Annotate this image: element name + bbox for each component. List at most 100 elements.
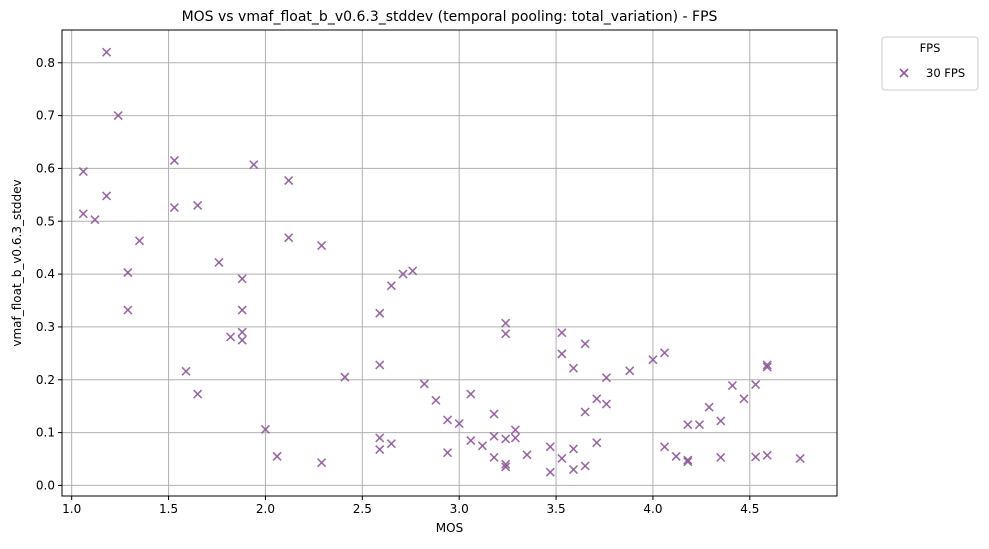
data-point xyxy=(557,453,567,464)
data-point xyxy=(272,451,282,461)
data-point xyxy=(237,305,247,315)
data-point xyxy=(249,160,259,170)
data-point xyxy=(398,269,408,279)
grid-lines xyxy=(62,30,837,496)
data-point xyxy=(237,327,247,337)
data-point xyxy=(193,389,203,399)
data-point xyxy=(795,453,805,464)
data-point xyxy=(580,461,590,471)
data-point xyxy=(90,215,100,225)
y-tick-label: 0.6 xyxy=(36,161,55,175)
y-tick-label: 0.2 xyxy=(36,373,55,387)
data-point xyxy=(78,209,88,219)
data-point xyxy=(751,379,761,390)
data-point xyxy=(545,467,555,477)
x-tick-label: 3.5 xyxy=(547,502,566,516)
data-point xyxy=(169,202,179,213)
legend-series-label: 30 FPS xyxy=(926,66,965,80)
data-point xyxy=(237,274,247,284)
x-axis-ticks: 1.0 1.5 2.0 2.5 3.0 3.5 4.0 4.5 xyxy=(62,496,759,516)
x-tick-label: 1.0 xyxy=(62,502,81,516)
data-point xyxy=(260,424,271,434)
data-point xyxy=(659,442,670,452)
data-point xyxy=(751,452,761,462)
data-point xyxy=(113,111,123,121)
data-point xyxy=(659,348,670,358)
data-point xyxy=(454,419,464,429)
legend-box xyxy=(881,36,979,91)
data-point xyxy=(375,308,385,318)
data-point xyxy=(683,455,693,465)
data-point xyxy=(501,459,511,469)
data-point xyxy=(501,462,511,472)
x-tick-label: 4.5 xyxy=(740,502,759,516)
x-tick-label: 1.5 xyxy=(159,502,178,516)
data-point xyxy=(466,389,476,399)
data-point xyxy=(489,409,499,419)
data-point xyxy=(375,433,385,443)
data-point xyxy=(237,335,247,345)
data-point xyxy=(431,395,441,405)
data-point xyxy=(78,167,88,177)
data-point xyxy=(169,155,179,166)
y-tick-label: 0.7 xyxy=(36,109,55,123)
data-points xyxy=(78,47,805,477)
x-tick-label: 2.0 xyxy=(256,502,275,516)
plot-frame xyxy=(61,29,838,497)
data-point xyxy=(408,266,418,276)
data-point xyxy=(501,329,511,339)
data-point xyxy=(716,452,726,462)
data-point xyxy=(557,328,567,338)
data-point xyxy=(601,399,612,409)
y-tick-label: 0.0 xyxy=(36,478,55,492)
data-point xyxy=(386,439,396,449)
data-point xyxy=(123,305,133,315)
x-axis-label: MOS xyxy=(436,521,463,535)
data-point xyxy=(704,402,714,412)
data-point xyxy=(694,420,705,430)
data-point xyxy=(477,441,488,451)
data-point xyxy=(762,362,772,372)
data-point xyxy=(181,366,191,376)
data-point xyxy=(580,407,590,417)
data-point xyxy=(683,420,693,430)
data-point xyxy=(592,394,602,404)
data-point xyxy=(225,332,236,342)
data-point xyxy=(522,450,532,460)
data-point xyxy=(648,355,658,365)
data-point xyxy=(134,236,145,246)
data-point xyxy=(419,379,429,389)
y-tick-label: 0.8 xyxy=(36,56,55,70)
data-point xyxy=(501,318,511,328)
data-point xyxy=(716,416,726,426)
y-tick-label: 0.5 xyxy=(36,214,55,228)
data-point xyxy=(489,431,499,441)
y-tick-label: 0.1 xyxy=(36,426,55,440)
x-tick-label: 2.5 xyxy=(353,502,372,516)
data-point xyxy=(739,394,749,404)
data-point xyxy=(568,363,579,373)
x-tick-label: 4.0 xyxy=(643,502,662,516)
data-point xyxy=(284,233,294,243)
data-point xyxy=(442,448,453,458)
y-tick-label: 0.3 xyxy=(36,320,55,334)
data-point xyxy=(510,433,520,443)
data-point xyxy=(340,372,350,382)
data-point xyxy=(101,191,112,201)
data-point xyxy=(683,457,693,467)
data-point xyxy=(375,444,385,455)
legend-marker-x-icon xyxy=(899,68,909,78)
data-point xyxy=(592,438,602,448)
chart-title: MOS vs vmaf_float_b_v0.6.3_stddev (tempo… xyxy=(182,9,718,25)
data-point xyxy=(501,434,511,444)
data-point xyxy=(489,452,499,462)
data-point xyxy=(375,360,385,370)
legend-title: FPS xyxy=(920,41,941,55)
data-point xyxy=(601,373,612,383)
y-tick-label: 0.4 xyxy=(36,267,55,281)
data-point xyxy=(545,442,555,452)
data-point xyxy=(386,281,396,291)
data-point xyxy=(580,339,590,349)
data-point xyxy=(671,451,681,461)
data-point xyxy=(568,444,579,454)
